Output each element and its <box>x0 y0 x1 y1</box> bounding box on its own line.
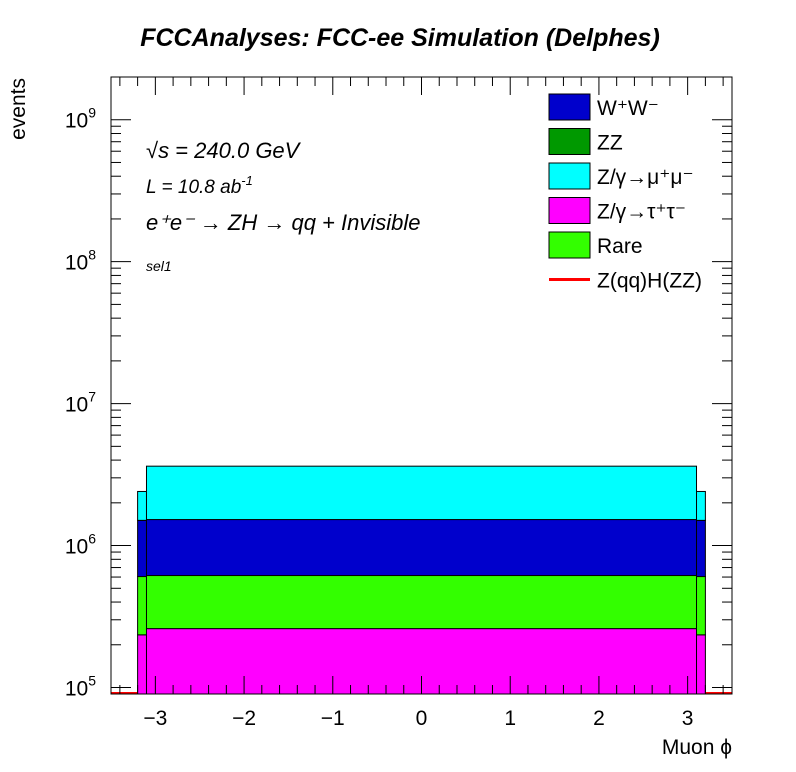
x-tick-label: 2 <box>593 707 605 730</box>
y-tick-label: 108 <box>65 247 96 275</box>
x-tick-label: 3 <box>682 707 694 730</box>
bar-ww-bin-3 <box>696 519 706 578</box>
y-tick-label: 106 <box>65 531 96 559</box>
x-tick-label: −3 <box>143 707 167 730</box>
y-tick-exponent: 5 <box>88 673 96 689</box>
legend-swatch-tautau <box>548 197 591 224</box>
y-tick-exponent: 8 <box>88 247 96 263</box>
y-tick-exponent: 9 <box>88 105 96 121</box>
legend-swatch-rare <box>548 231 591 259</box>
bar-mumu-bin-2 <box>145 465 698 521</box>
y-tick-label: 105 <box>65 673 96 701</box>
bar-rare-bin-3 <box>696 576 706 636</box>
bar-ww-bin-1 <box>137 519 147 578</box>
bar-rare-bin-1 <box>137 576 147 636</box>
legend-label-ww: W⁺W⁻ <box>597 97 659 120</box>
x-tick-label: 1 <box>504 707 516 730</box>
annotations: √s = 240.0 GeV L = 10.8 ab-1 e⁺e⁻ → ZH →… <box>146 138 421 274</box>
legend-label-signal: Z(qq)H(ZZ) <box>597 270 702 293</box>
annotation-lumi: L = 10.8 ab-1 <box>146 173 253 198</box>
legend-swatch-ww <box>548 93 591 121</box>
legend-label-tautau: Z/γ→τ⁺τ⁻ <box>597 201 686 224</box>
legend-swatch-zz <box>548 128 591 155</box>
legend-label-zz: ZZ <box>597 132 623 155</box>
annotation-lumi-exp: -1 <box>241 173 253 188</box>
y-axis-label: events <box>7 78 30 140</box>
legend-label-mumu: Z/γ→μ⁺μ⁻ <box>597 166 694 189</box>
bar-rare-bin-2 <box>145 575 698 630</box>
bar-ww-bin-2 <box>145 519 698 577</box>
bar-mumu-bin-1 <box>137 490 147 521</box>
bar-tautau-bin-1 <box>137 634 147 695</box>
y-tick-label: 109 <box>65 105 96 133</box>
y-tick-base: 10 <box>65 536 88 559</box>
y-tick-base: 10 <box>65 110 88 133</box>
annotation-sqrt-s: √s = 240.0 GeV <box>146 138 302 163</box>
x-axis-label: Muon ϕ <box>662 736 732 759</box>
y-tick-base: 10 <box>65 252 88 275</box>
y-tick-exponent: 6 <box>88 531 96 547</box>
y-tick-base: 10 <box>65 678 88 701</box>
x-tick-label: −2 <box>232 707 256 730</box>
y-tick-label: 107 <box>65 389 96 417</box>
annotation-selection: sel1 <box>146 258 172 274</box>
bar-mumu-bin-3 <box>696 490 706 521</box>
x-tick-label: 0 <box>416 707 428 730</box>
histogram-bars <box>137 465 706 695</box>
x-tick-label: −1 <box>321 707 345 730</box>
legend: W⁺W⁻ ZZ Z/γ→μ⁺μ⁻ Z/γ→τ⁺τ⁻ Rare Z(qq)H(ZZ) <box>548 93 702 293</box>
y-tick-exponent: 7 <box>88 389 96 405</box>
legend-swatch-mumu <box>548 162 591 190</box>
annotation-lumi-text: L = 10.8 ab <box>146 177 241 198</box>
legend-label-rare: Rare <box>597 235 643 258</box>
annotation-process: e⁺e⁻ → ZH → qq + Invisible <box>146 210 421 235</box>
bar-tautau-bin-3 <box>696 634 706 695</box>
chart-title: FCCAnalyses: FCC-ee Simulation (Delphes) <box>140 24 660 52</box>
y-tick-base: 10 <box>65 394 88 417</box>
